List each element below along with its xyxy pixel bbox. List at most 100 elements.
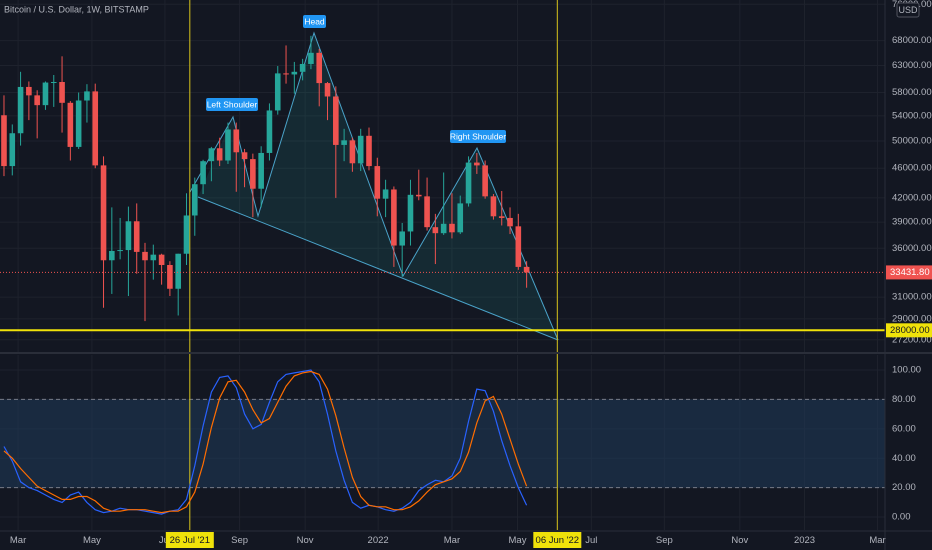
candle-body (465, 162, 472, 204)
y-tick-label: 36000.00 (892, 243, 932, 254)
candle-body (366, 135, 372, 167)
head-and-shoulders-pattern (189, 31, 559, 341)
candle-body (474, 162, 480, 166)
price-label: 28000.00 (890, 325, 930, 336)
candle-body (158, 254, 165, 265)
candle-body (200, 161, 206, 185)
candle-body (59, 81, 65, 103)
candle-body (299, 63, 306, 72)
candle-body (50, 81, 57, 83)
candle-body (507, 217, 513, 227)
candle-body (308, 52, 314, 64)
x-tick-label: Sep (231, 535, 248, 546)
candle-body (266, 110, 273, 153)
candle-body (17, 86, 24, 134)
currency[interactable]: USD (898, 5, 918, 15)
y-tick-label: 50000.00 (892, 135, 932, 146)
candle-body (34, 95, 40, 106)
x-tick-label: Nov (297, 535, 314, 546)
candle-body (26, 86, 32, 96)
price-label-box (886, 323, 932, 338)
candle-body (440, 223, 447, 234)
candle-body (333, 96, 339, 145)
x-tick-label: May (83, 535, 101, 546)
candle-body (241, 152, 248, 160)
x-tick-highlight (165, 532, 214, 548)
candle-body (415, 194, 422, 197)
candle-body (407, 194, 414, 232)
candle-body (515, 226, 522, 267)
annotation-labels: Left Shoulder Head Right Shoulder (206, 15, 506, 143)
pattern-fill (198, 33, 558, 340)
candle-body (133, 221, 140, 252)
indicator-band (0, 398, 885, 489)
y-tick-label: 60.00 (892, 423, 916, 434)
annotation-box (206, 98, 258, 111)
y-tick-label: 27200.00 (892, 334, 932, 345)
x-tick-label: Sep (656, 535, 673, 546)
y-tick-label: 68000.00 (892, 35, 932, 46)
x-tick-label: 06 Jun '22 (536, 535, 580, 546)
x-tick-label: 2023 (794, 535, 815, 546)
candle-body (316, 52, 323, 84)
candle-body (191, 184, 198, 216)
indicator-line (3, 370, 528, 514)
y-tick-label: 80.00 (892, 394, 916, 405)
x-tick-label: Mar (444, 535, 460, 546)
candle-body (490, 196, 497, 217)
candle-body (9, 133, 16, 167)
price-label: 33431.80 (890, 267, 930, 278)
candle-body (349, 140, 356, 164)
x-tick-highlight (533, 532, 582, 548)
x-tick-label: May (509, 535, 527, 546)
chart-title: Bitcoin / U.S. Dollar, 1W, BITSTAMP (4, 4, 149, 14)
y-tick-label: 29000.00 (892, 313, 932, 324)
candle-body (42, 82, 49, 106)
candle-body (150, 254, 157, 261)
candle-body (432, 227, 439, 234)
annotation-text: Right Shoulder (450, 131, 506, 141)
candle-body (183, 215, 190, 254)
candle-body (1, 115, 7, 167)
candle-body (84, 91, 90, 101)
x-tick-label: Jul (585, 535, 597, 546)
y-tick-label: 63000.00 (892, 60, 932, 71)
candle-body (142, 251, 148, 261)
candle-body (274, 73, 281, 111)
candle-body (291, 71, 298, 75)
band-fill (0, 399, 885, 488)
candle-body (258, 152, 264, 189)
candle-body (324, 83, 331, 97)
candle-body (523, 266, 530, 273)
x-tick-label: 2022 (368, 535, 389, 546)
annotation-text: Head (304, 16, 325, 26)
x-tick-label: 26 Jul '21 (170, 535, 210, 546)
candle-body (374, 166, 381, 199)
y-tick-label: 31000.00 (892, 292, 932, 303)
candle-body (399, 231, 405, 246)
x-tick-label: Mar (869, 535, 885, 546)
candle-body (125, 221, 132, 251)
candle-body (208, 148, 215, 162)
y-tick-label: 0.00 (892, 512, 911, 523)
candle-body (424, 196, 430, 228)
x-tick-label: Nov (731, 535, 748, 546)
candle-body (225, 129, 231, 161)
x-tick-label: Mar (10, 535, 26, 546)
candle-body (457, 203, 464, 233)
y-tick-label: 54000.00 (892, 110, 932, 121)
candle-body (382, 189, 389, 199)
candle-body (482, 165, 488, 197)
y-tick-label: 100.00 (892, 365, 921, 376)
marks (0, 0, 885, 530)
currency-box[interactable] (896, 2, 920, 18)
y-tick-label: 40.00 (892, 453, 916, 464)
candle-body (357, 135, 364, 164)
candle-body (391, 189, 397, 246)
candle-body (175, 253, 181, 289)
candle-body (75, 100, 82, 147)
candle-body (100, 165, 107, 261)
neckline (197, 196, 559, 341)
